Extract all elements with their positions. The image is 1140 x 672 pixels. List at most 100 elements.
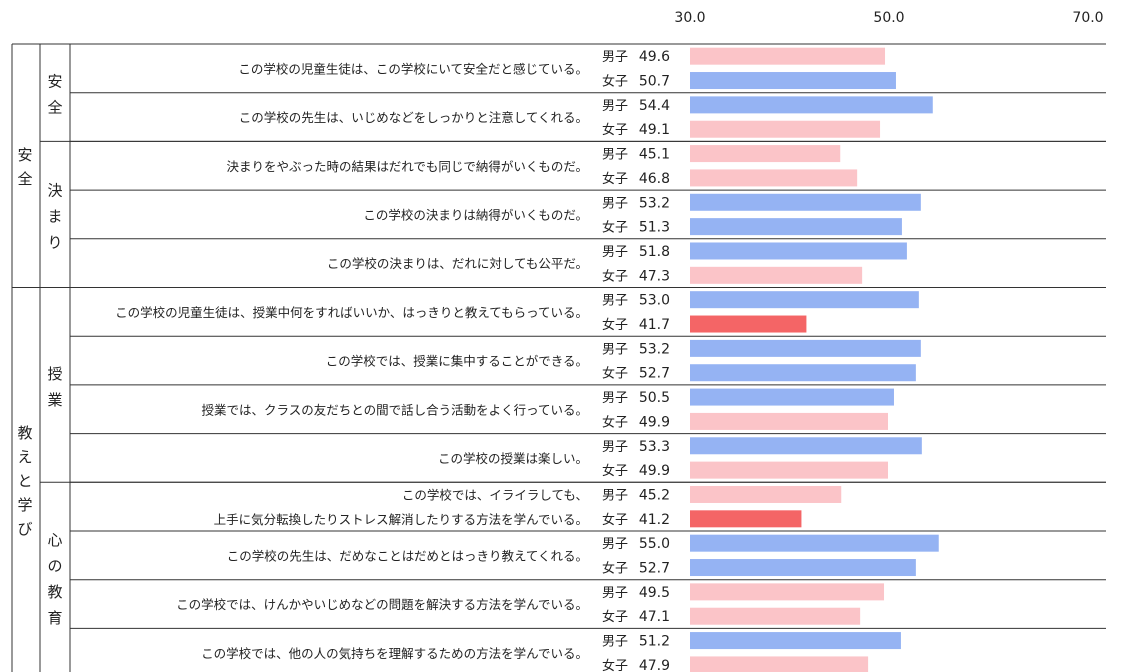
value-label: 41.7 xyxy=(639,317,670,333)
gender-label: 男子 xyxy=(602,294,628,309)
gender-label: 男子 xyxy=(602,586,628,601)
group-label: 安全 xyxy=(17,146,32,188)
gender-label: 女子 xyxy=(602,609,628,625)
question-text: この学校では、けんかやいじめなどの問題を解決する方法を学んでいる。 xyxy=(176,597,588,612)
bar xyxy=(690,169,858,187)
bar xyxy=(690,534,939,552)
bar xyxy=(690,632,901,650)
gender-label: 女子 xyxy=(602,414,628,430)
value-label: 47.1 xyxy=(639,609,670,625)
bar xyxy=(690,510,802,528)
gender-label: 男子 xyxy=(602,99,628,114)
question-text: この学校の決まりは、だれに対しても公平だ。 xyxy=(327,256,588,271)
value-label: 52.7 xyxy=(639,366,670,382)
bar xyxy=(690,315,807,333)
value-label: 51.3 xyxy=(639,220,670,236)
value-label: 51.2 xyxy=(639,634,670,650)
question-text: 決まりをやぶった時の結果はだれでも同じで納得がいくものだ。 xyxy=(226,159,588,174)
gender-label: 男子 xyxy=(602,196,628,211)
value-label: 46.8 xyxy=(639,171,670,187)
axis-tick-label: 30.0 xyxy=(674,10,705,26)
value-label: 41.2 xyxy=(639,512,670,528)
bar xyxy=(690,96,933,114)
gender-label: 女子 xyxy=(602,512,628,528)
value-label: 49.1 xyxy=(639,122,670,138)
gender-label: 男子 xyxy=(602,488,628,503)
value-label: 49.6 xyxy=(639,49,670,65)
gender-label: 女子 xyxy=(602,220,628,236)
value-label: 50.5 xyxy=(639,390,670,406)
gender-label: 女子 xyxy=(602,317,628,333)
bar xyxy=(690,242,907,260)
question-text: 授業では、クラスの友だちとの間で話し合う活動をよく行っている。 xyxy=(201,402,588,417)
bar xyxy=(690,120,881,138)
bar xyxy=(690,291,919,309)
gender-label: 男子 xyxy=(602,391,628,406)
question-text: この学校では、イライラしても、 xyxy=(402,487,588,502)
value-label: 51.8 xyxy=(639,244,670,260)
gender-label: 男子 xyxy=(602,342,628,357)
bar xyxy=(690,193,921,211)
gender-label: 男子 xyxy=(602,50,628,65)
value-label: 52.7 xyxy=(639,561,670,577)
bar xyxy=(690,388,894,406)
value-label: 54.4 xyxy=(639,98,670,114)
axis-tick-label: 70.0 xyxy=(1072,10,1103,26)
gender-label: 男子 xyxy=(602,245,628,260)
group-label: 教えと学び xyxy=(17,424,32,538)
bar xyxy=(690,145,841,163)
axis-tick-label: 50.0 xyxy=(873,10,904,26)
gender-label: 女子 xyxy=(602,366,628,382)
bar xyxy=(690,559,916,577)
bar xyxy=(690,607,861,625)
bar xyxy=(690,583,885,601)
bar xyxy=(690,364,916,382)
bar xyxy=(690,266,863,284)
bar xyxy=(690,656,869,672)
bar xyxy=(690,47,886,65)
bar xyxy=(690,72,896,90)
value-label: 49.5 xyxy=(639,585,670,601)
question-text: 上手に気分転換したりストレス解消したりする方法を学んでいる。 xyxy=(214,512,588,527)
value-label: 47.3 xyxy=(639,268,670,284)
bar xyxy=(690,437,922,455)
question-text: この学校の決まりは納得がいくものだ。 xyxy=(363,207,588,222)
question-text: この学校の児童生徒は、この学校にいて安全だと感じている。 xyxy=(238,61,588,76)
subgroup-label: 決まり xyxy=(47,181,62,251)
question-text: この学校では、他の人の気持ちを理解するための方法を学んでいる。 xyxy=(201,646,588,661)
gender-label: 男子 xyxy=(602,635,628,650)
question-text: この学校の先生は、いじめなどをしっかりと注意してくれる。 xyxy=(239,110,588,125)
value-label: 53.0 xyxy=(639,293,670,309)
gender-label: 女子 xyxy=(602,74,628,90)
value-label: 55.0 xyxy=(639,536,670,552)
value-label: 49.9 xyxy=(639,414,670,430)
value-label: 53.3 xyxy=(639,439,670,455)
value-label: 53.2 xyxy=(639,341,670,357)
gender-label: 男子 xyxy=(602,537,628,552)
gender-label: 女子 xyxy=(602,658,628,672)
bar xyxy=(690,485,842,503)
gender-label: 女子 xyxy=(602,122,628,138)
value-label: 49.9 xyxy=(639,463,670,479)
gender-label: 女子 xyxy=(602,268,628,284)
value-label: 53.2 xyxy=(639,195,670,211)
question-text: この学校の先生は、だめなことはだめとはっきり教えてくれる。 xyxy=(227,548,588,563)
value-label: 50.7 xyxy=(639,74,670,90)
bar xyxy=(690,461,889,479)
question-text: この学校では、授業に集中することができる。 xyxy=(326,354,588,369)
gender-label: 男子 xyxy=(602,440,628,455)
question-text: この学校の授業は楽しい。 xyxy=(438,451,588,466)
value-label: 45.2 xyxy=(639,487,670,503)
gender-label: 男子 xyxy=(602,148,628,163)
gender-label: 女子 xyxy=(602,561,628,577)
gender-label: 女子 xyxy=(602,463,628,479)
question-text: この学校の児童生徒は、授業中何をすればいいか、はっきりと教えてもらっている。 xyxy=(115,305,588,320)
subgroup-label: 安全 xyxy=(47,73,62,117)
value-label: 45.1 xyxy=(639,147,670,163)
subgroup-label: 授業 xyxy=(47,365,62,409)
bar xyxy=(690,218,902,236)
value-label: 47.9 xyxy=(639,658,670,672)
gender-label: 女子 xyxy=(602,171,628,187)
bar xyxy=(690,339,921,357)
